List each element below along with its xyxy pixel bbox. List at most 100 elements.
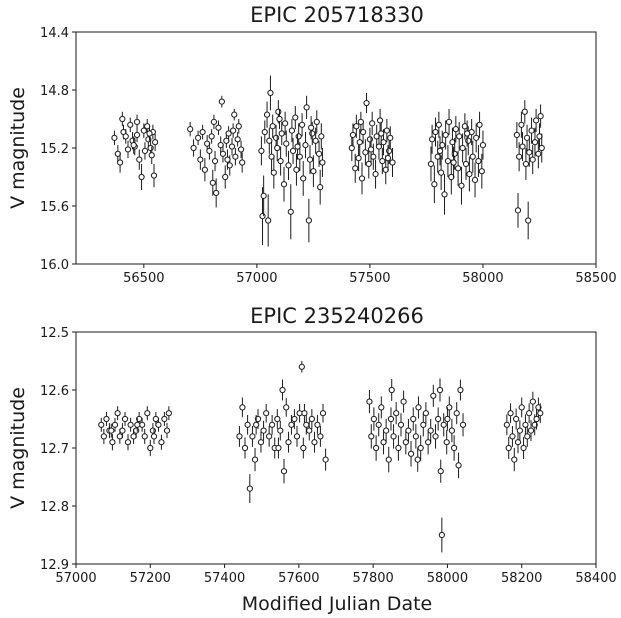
y-axis-label: V magnitude — [7, 87, 29, 209]
data-point — [446, 396, 453, 419]
data-point — [140, 123, 147, 138]
data-marker — [475, 157, 482, 165]
data-point — [201, 158, 208, 182]
data-point — [130, 136, 137, 154]
data-marker — [428, 136, 436, 143]
data-marker — [522, 421, 529, 428]
data-marker — [469, 153, 476, 160]
data-marker — [410, 415, 417, 423]
data-marker — [275, 108, 282, 115]
data-marker — [288, 127, 296, 134]
data-point — [111, 417, 119, 432]
data-marker — [528, 127, 535, 134]
data-point — [358, 162, 366, 195]
data-point — [103, 412, 110, 426]
data-point — [308, 116, 315, 140]
data-marker — [518, 121, 525, 128]
data-marker — [237, 146, 245, 153]
data-marker — [537, 410, 544, 417]
data-points — [111, 75, 545, 247]
data-point — [319, 148, 326, 177]
data-point — [133, 114, 141, 130]
data-marker — [390, 433, 397, 440]
data-point — [127, 117, 134, 133]
data-marker — [524, 433, 531, 440]
data-marker — [432, 433, 439, 440]
data-marker — [148, 152, 155, 159]
data-point — [275, 437, 282, 459]
data-point — [124, 140, 132, 159]
data-point — [444, 407, 451, 431]
data-marker — [379, 157, 386, 165]
data-marker — [272, 134, 280, 141]
data-point — [298, 361, 305, 373]
data-marker — [457, 386, 464, 394]
data-marker — [257, 439, 265, 446]
data-marker — [445, 118, 453, 126]
data-marker — [402, 439, 409, 446]
data-marker — [236, 433, 243, 440]
data-point — [114, 406, 121, 421]
data-marker — [285, 162, 292, 169]
data-marker — [375, 143, 383, 150]
data-marker — [265, 217, 272, 224]
data-marker — [454, 165, 462, 172]
data-marker — [357, 118, 364, 126]
data-marker — [147, 144, 154, 152]
x-tick-label: 56500 — [123, 271, 164, 286]
data-point — [289, 137, 297, 164]
data-marker — [437, 468, 444, 475]
data-marker — [206, 147, 213, 154]
data-point — [525, 201, 532, 240]
data-marker — [532, 117, 540, 124]
data-marker — [278, 130, 285, 137]
data-marker — [438, 169, 445, 176]
data-point — [244, 414, 251, 435]
data-point — [473, 123, 480, 153]
data-marker — [254, 415, 262, 423]
data-marker — [122, 133, 129, 140]
data-point — [230, 123, 237, 138]
data-marker — [197, 156, 204, 163]
data-point — [319, 403, 327, 423]
data-marker — [353, 123, 360, 130]
plot-frame — [75, 31, 597, 265]
data-point — [407, 441, 415, 467]
data-marker — [155, 421, 162, 428]
data-marker — [438, 531, 445, 539]
data-marker — [138, 173, 145, 181]
data-marker — [462, 160, 470, 168]
data-point — [363, 92, 370, 114]
data-marker — [519, 143, 526, 150]
data-marker — [397, 421, 405, 428]
data-point — [457, 379, 464, 401]
data-marker — [384, 155, 392, 162]
data-point — [537, 403, 544, 424]
data-point — [400, 390, 407, 413]
data-marker — [210, 118, 218, 126]
data-point — [454, 150, 462, 186]
data-point — [317, 169, 324, 205]
data-point — [518, 111, 525, 138]
data-point — [428, 124, 436, 154]
data-marker — [266, 433, 273, 440]
data-marker — [479, 142, 487, 149]
data-point — [522, 148, 530, 180]
data-point — [388, 378, 395, 402]
data-marker — [163, 427, 171, 434]
data-point — [280, 459, 288, 484]
data-point — [213, 178, 220, 208]
data-marker — [368, 433, 375, 440]
data-point — [152, 412, 159, 426]
data-marker — [98, 421, 105, 428]
data-point — [232, 148, 239, 166]
data-marker — [527, 427, 535, 434]
data-point — [507, 403, 514, 424]
data-point — [372, 159, 379, 189]
data-point — [134, 417, 141, 432]
panel-epic-205718330: EPIC 205718330 V magnitude 56500 57000 575… — [7, 3, 617, 286]
data-point — [317, 425, 324, 447]
data-point — [367, 136, 375, 163]
y-tick-label: 15.6 — [40, 200, 69, 215]
data-point — [479, 130, 487, 160]
